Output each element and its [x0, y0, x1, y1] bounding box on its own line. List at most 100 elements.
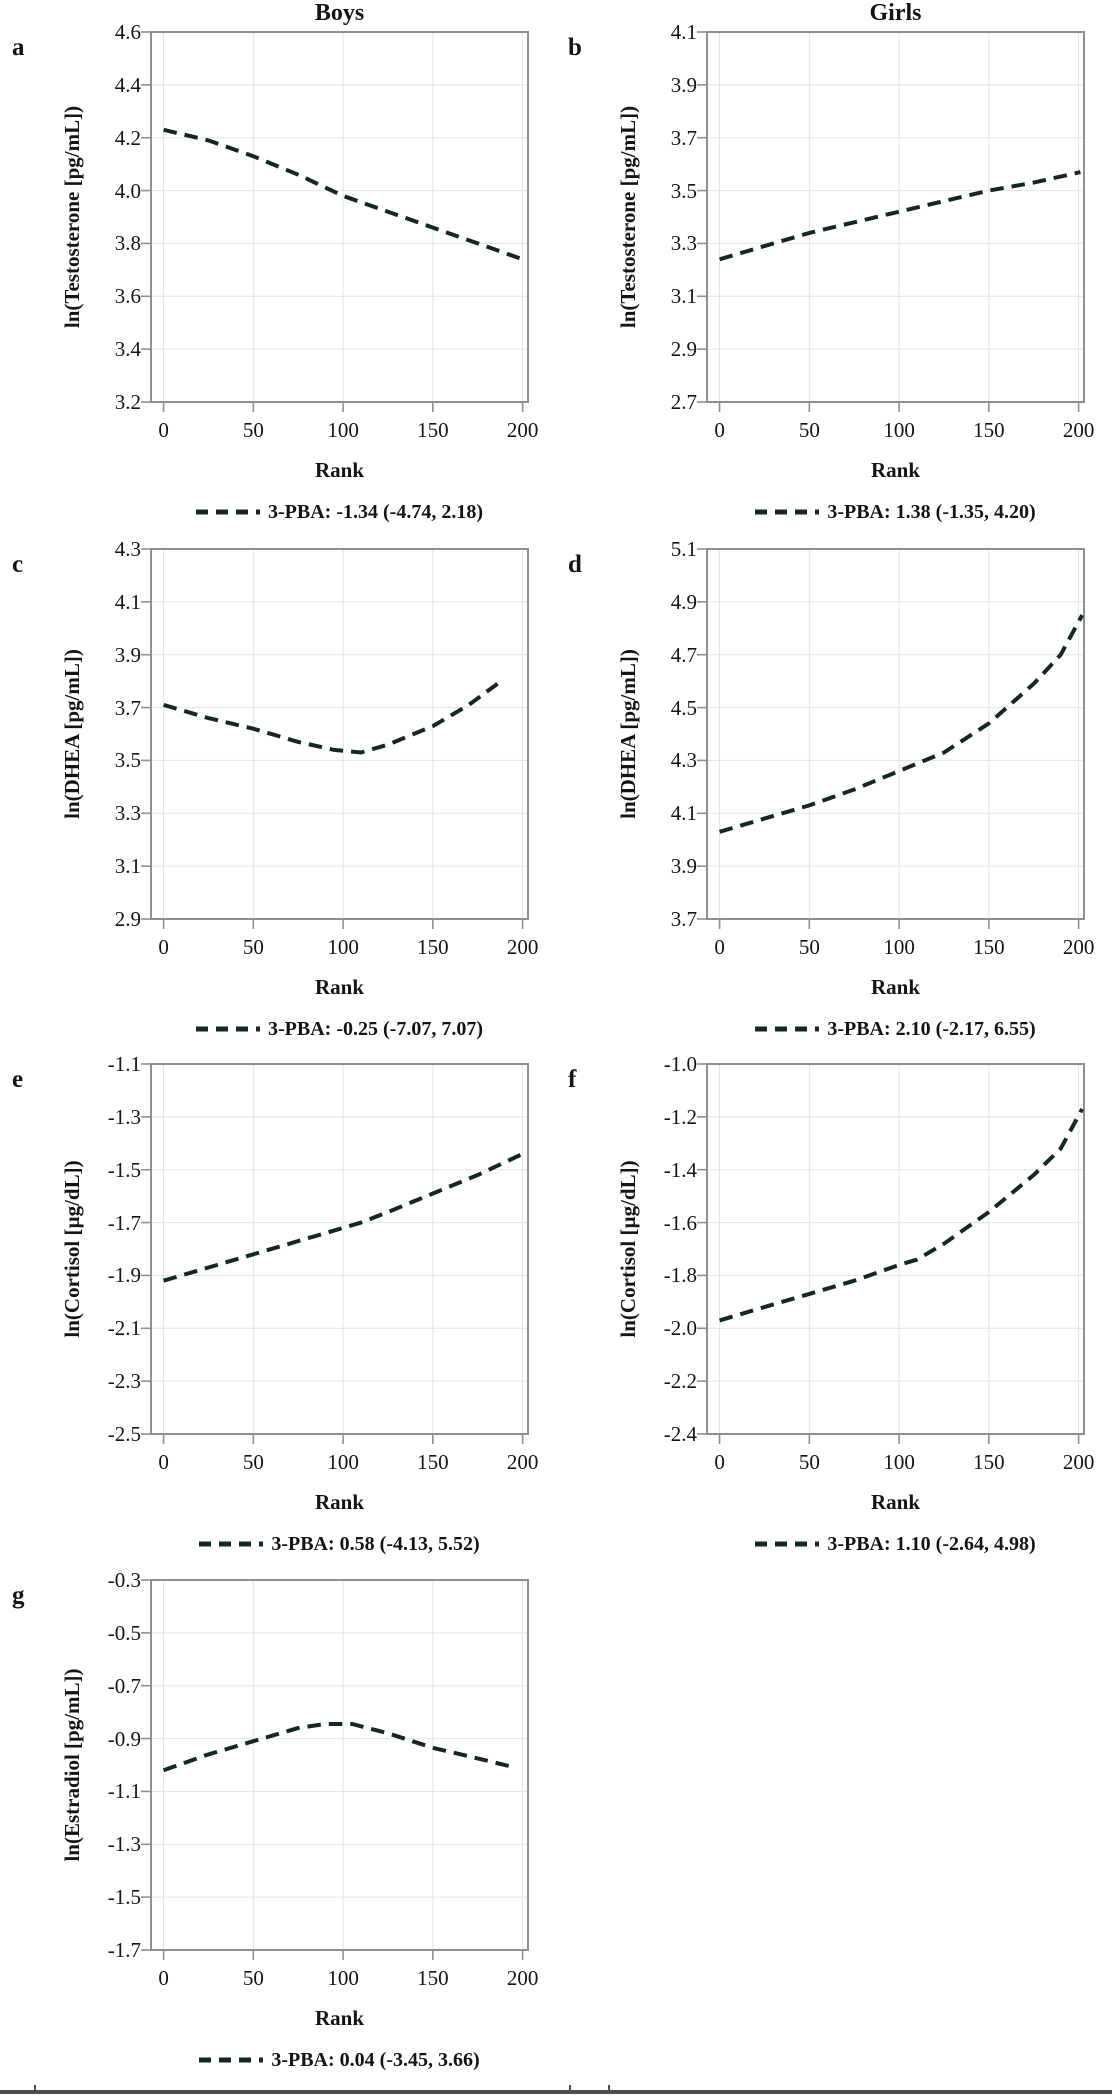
x-axis-label: Rank: [870, 975, 921, 999]
x-tick-label: 100: [327, 1966, 359, 1990]
x-tick-label: 150: [973, 1450, 1005, 1474]
legend-dash-swatch: [199, 1541, 264, 1547]
y-tick-label: 3.9: [114, 642, 141, 667]
bottom-rule-stub: [569, 2085, 571, 2091]
y-tick-label: -1.4: [663, 1157, 697, 1182]
bottom-rule-stub: [34, 2085, 36, 2091]
panel-letter: c: [12, 551, 24, 578]
y-tick-label: 3.1: [114, 854, 141, 879]
legend: 3-PBA: 2.10 (-2.17, 6.55): [707, 1017, 1084, 1041]
x-tick-label: 200: [506, 1966, 539, 1990]
x-tick-label: 100: [883, 418, 915, 442]
legend-dash-swatch: [199, 2057, 264, 2063]
x-axis-label: Rank: [870, 1490, 921, 1514]
x-tick-label: 100: [327, 418, 359, 442]
x-tick-label: 200: [1062, 935, 1095, 959]
x-tick-label: 0: [714, 418, 725, 442]
y-tick-label: 5.1: [670, 537, 697, 561]
y-tick-label: 3.5: [670, 178, 697, 203]
y-tick-label: 2.7: [670, 390, 697, 414]
y-tick-label: 3.5: [114, 748, 141, 773]
x-tick-label: 100: [327, 935, 359, 959]
y-tick-label: 2.9: [114, 907, 141, 931]
panel-letter: e: [12, 1066, 24, 1093]
x-axis-label: Rank: [870, 458, 921, 482]
y-tick-label: 4.3: [670, 748, 697, 773]
legend: 3-PBA: 0.58 (-4.13, 5.52): [151, 1532, 528, 1556]
y-tick-label: 3.2: [114, 390, 141, 414]
y-tick-label: 4.6: [114, 20, 141, 44]
x-tick-label: 150: [973, 418, 1005, 442]
chart-panel-a: Boys a ln(Testosterone [pg/mL]) 3.2 3.4 3.6 3.…: [0, 0, 556, 523]
x-axis-label: Rank: [314, 2006, 365, 2030]
trend-line: [719, 614, 1084, 834]
y-tick-label: -2.2: [663, 1369, 697, 1394]
plot-area: [141, 31, 529, 412]
x-tick-label: 0: [714, 1450, 725, 1474]
trend-line: [163, 1152, 524, 1283]
x-tick-label: 150: [973, 935, 1005, 959]
legend: 3-PBA: 1.38 (-1.35, 4.20): [707, 500, 1084, 524]
column-title: Boys: [314, 0, 365, 26]
y-tick-label: -2.5: [107, 1422, 141, 1446]
y-tick-label: 4.9: [670, 589, 697, 614]
y-tick-label: 4.1: [670, 20, 697, 44]
x-tick-label: 50: [798, 418, 820, 442]
x-tick-label: 200: [1062, 1450, 1095, 1474]
y-tick-label: -1.3: [107, 1104, 141, 1129]
y-tick-label: -0.7: [107, 1673, 141, 1698]
legend-label: 3-PBA: 2.10 (-2.17, 6.55): [827, 1017, 1036, 1040]
column-title: Girls: [869, 0, 922, 26]
y-tick-label: -1.2: [663, 1104, 697, 1129]
legend-dash-swatch: [196, 1026, 261, 1032]
y-tick-label: -1.5: [107, 1157, 141, 1182]
y-tick-label: -1.8: [663, 1263, 697, 1288]
trend-line: [163, 679, 503, 755]
y-tick-label: 3.7: [670, 125, 697, 150]
x-axis-label: Rank: [314, 1490, 365, 1514]
y-tick-label: 4.1: [670, 801, 697, 826]
y-tick-label: 4.1: [114, 589, 141, 614]
y-tick-label: 3.7: [114, 695, 141, 720]
y-tick-label: 3.9: [670, 854, 697, 879]
x-axis-label: Rank: [314, 458, 365, 482]
bottom-rule: [0, 2090, 1112, 2094]
chart-panel-d: d ln(DHEA [pg/mL]) 3.7 3.9 4.1 4.3 4.5 4.7 4.9 5.…: [556, 517, 1112, 1040]
legend: 3-PBA: -1.34 (-4.74, 2.18): [151, 500, 528, 524]
y-tick-label: -1.0: [663, 1052, 697, 1076]
plot-area: [697, 31, 1085, 412]
y-tick-label: -2.3: [107, 1369, 141, 1394]
x-tick-label: 200: [506, 935, 539, 959]
y-tick-label: 3.3: [114, 801, 141, 826]
legend-label: 3-PBA: 1.10 (-2.64, 4.98): [827, 1532, 1036, 1555]
x-tick-label: 100: [883, 1450, 915, 1474]
y-tick-label: 3.7: [670, 907, 697, 931]
legend: 3-PBA: -0.25 (-7.07, 7.07): [151, 1017, 528, 1041]
bottom-rule-stub: [608, 2085, 610, 2091]
trend-line: [719, 170, 1081, 262]
panel-letter: b: [568, 34, 582, 61]
y-tick-label: -1.7: [107, 1938, 141, 1962]
y-tick-label: 2.9: [670, 337, 697, 362]
x-tick-label: 50: [798, 1450, 820, 1474]
y-tick-label: -0.9: [107, 1726, 141, 1751]
plot-area: [697, 548, 1085, 929]
y-tick-label: -1.5: [107, 1885, 141, 1910]
legend-label: 3-PBA: 1.38 (-1.35, 4.20): [827, 500, 1036, 523]
legend-label: 3-PBA: -1.34 (-4.74, 2.18): [268, 500, 483, 523]
x-tick-label: 100: [327, 1450, 359, 1474]
legend-dash-swatch: [755, 509, 820, 515]
legend-dash-swatch: [755, 1026, 820, 1032]
x-tick-label: 150: [417, 1450, 449, 1474]
x-tick-label: 0: [158, 935, 169, 959]
y-tick-label: 4.0: [114, 178, 141, 203]
y-tick-label: 4.7: [670, 642, 697, 667]
plot-area: [697, 1063, 1085, 1444]
y-tick-label: -2.1: [107, 1316, 141, 1341]
legend-dash-swatch: [196, 509, 261, 515]
chart-panel-c: c ln(DHEA [pg/mL]) 2.9 3.1 3.3 3.5 3.7 3.9 4.1 4.…: [0, 517, 556, 1040]
panel-letter: a: [12, 34, 25, 61]
plot-area: [141, 548, 529, 929]
y-tick-label: -0.5: [107, 1620, 141, 1645]
